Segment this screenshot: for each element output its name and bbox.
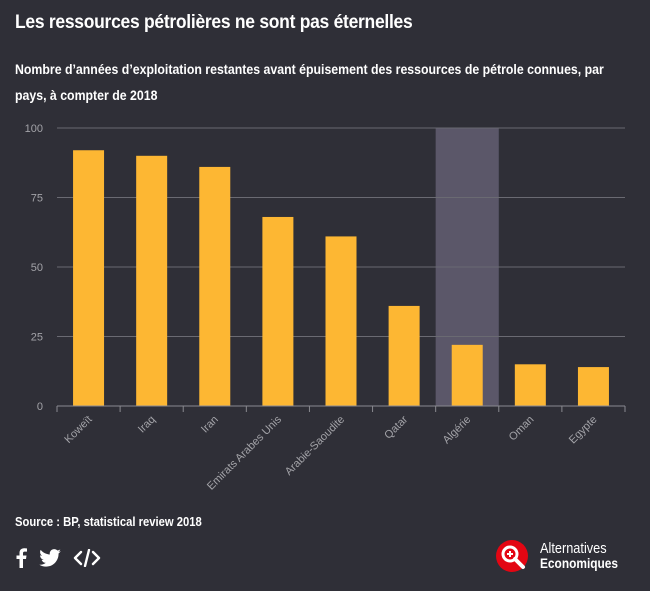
x-tick-label: Iraq (136, 414, 158, 436)
y-tick-label: 0 (37, 401, 43, 413)
bar-2 (199, 166, 231, 406)
x-tick-label: Egypte (567, 414, 600, 447)
bar-7 (514, 364, 546, 406)
brand-name-line2: Economiques (540, 555, 619, 571)
facebook-icon[interactable] (15, 548, 27, 568)
x-tick-label: Arabie-Saoudite (283, 414, 347, 478)
y-tick-label: 25 (31, 332, 43, 344)
y-tick-label: 75 (31, 193, 43, 205)
x-tick-label: Oman (507, 414, 537, 444)
embed-code-icon[interactable] (73, 549, 101, 567)
brand-logo[interactable]: Alternatives Economiques (494, 538, 639, 578)
bar-3 (262, 216, 294, 406)
twitter-icon[interactable] (39, 549, 61, 567)
bar-5 (388, 305, 420, 406)
bar-0 (73, 150, 105, 406)
x-tick-label: Qatar (382, 413, 410, 441)
source-note: Source : BP, statistical review 2018 (15, 515, 202, 529)
x-tick-label: Algérie (441, 414, 474, 447)
chart-title: Les ressources pétrolières ne sont pas é… (15, 12, 413, 33)
chart-subtitle: Nombre d’années d’exploitation restantes… (15, 61, 604, 103)
magnifier-logo-icon (496, 540, 528, 572)
y-tick-label: 100 (25, 123, 43, 135)
brand-name-line1: Alternatives (540, 540, 607, 557)
x-tick-label: Koweït (62, 414, 94, 446)
share-toolbar (15, 548, 101, 568)
bar-4 (325, 236, 357, 406)
y-tick-label: 50 (31, 262, 43, 274)
x-tick-label: Iran (199, 414, 221, 436)
bar-6 (451, 344, 483, 406)
bar-8 (577, 367, 609, 406)
bar-1 (136, 155, 168, 406)
